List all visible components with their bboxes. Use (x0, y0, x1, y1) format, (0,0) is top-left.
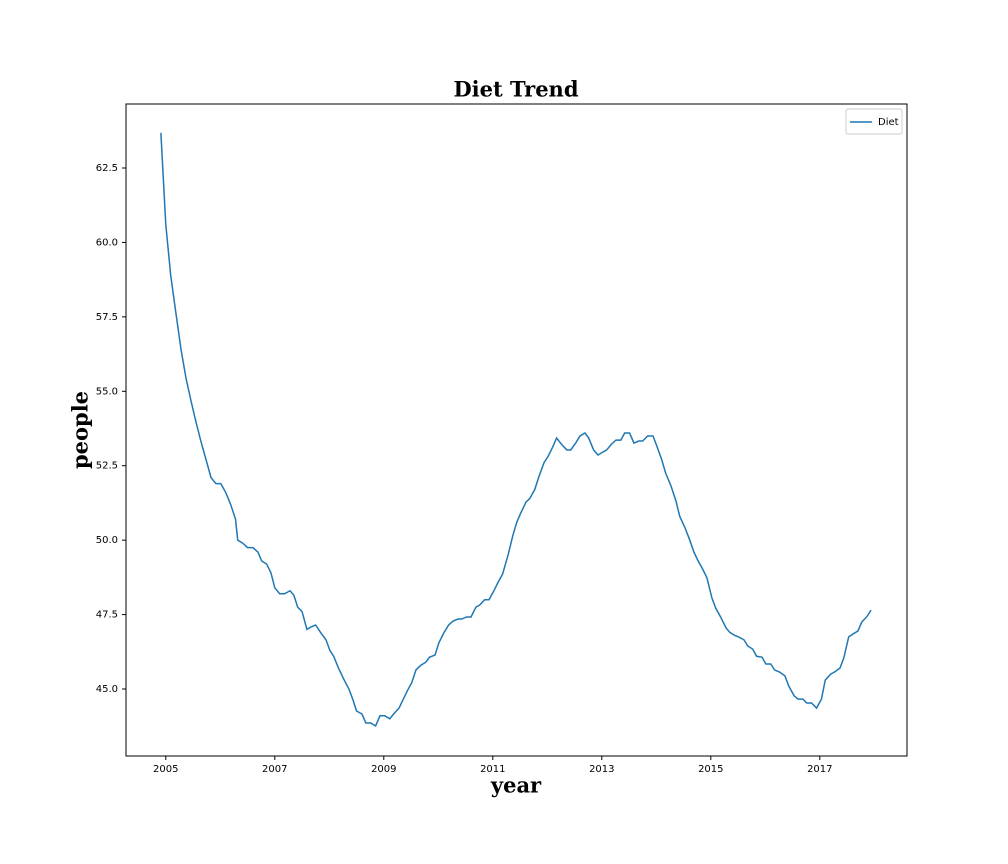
x-tick-label: 2015 (698, 764, 723, 775)
x-axis-label: year (490, 773, 542, 798)
y-tick-label: 60.0 (96, 237, 118, 248)
y-tick-label: 57.5 (96, 312, 118, 323)
x-tick-label: 2017 (807, 764, 832, 775)
x-tick-label: 2011 (480, 764, 505, 775)
plot-frame (125, 103, 908, 757)
chart-title: Diet Trend (453, 77, 578, 102)
x-tick-label: 2009 (371, 764, 396, 775)
x-tick-label: 2005 (153, 764, 178, 775)
y-tick-label: 52.5 (96, 461, 118, 472)
x-tick-label: 2007 (262, 764, 287, 775)
legend-box (845, 108, 903, 135)
y-axis-label: people (68, 391, 93, 469)
y-tick-label: 50.0 (96, 535, 118, 546)
y-tick-label: 62.5 (96, 163, 118, 174)
y-tick-label: 55.0 (96, 386, 118, 397)
line-series (160, 132, 872, 728)
legend-label: Diet (878, 117, 899, 128)
x-tick-label: 2013 (589, 764, 614, 775)
y-tick-label: 45.0 (96, 684, 118, 695)
y-tick-label: 47.5 (96, 610, 118, 621)
